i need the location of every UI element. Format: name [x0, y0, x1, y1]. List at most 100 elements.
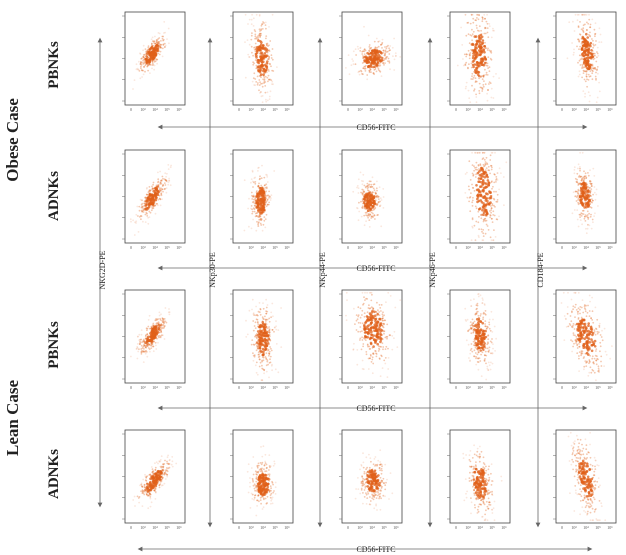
- x-tick-label: 10⁴: [152, 525, 158, 530]
- scatter-point: [140, 218, 142, 221]
- scatter-point: [482, 85, 485, 88]
- scatter-point: [275, 328, 278, 331]
- scatter-point: [149, 72, 151, 74]
- scatter-point: [374, 350, 377, 352]
- scatter-point: [259, 218, 262, 221]
- scatter-point: [159, 43, 162, 46]
- scatter-point: [159, 45, 161, 47]
- scatter-point: [580, 175, 583, 178]
- scatter-point: [590, 371, 593, 374]
- scatter-point: [262, 69, 265, 73]
- scatter-point: [366, 185, 369, 188]
- scatter-point: [137, 68, 140, 71]
- scatter-point: [587, 79, 590, 81]
- scatter-point: [596, 355, 598, 358]
- scatter-point: [484, 310, 487, 312]
- scatter-point: [574, 303, 577, 306]
- scatter-point: [152, 187, 154, 190]
- scatter-point: [144, 208, 147, 211]
- scatter-point: [359, 307, 362, 310]
- scatter-point: [469, 52, 472, 54]
- scatter-point: [161, 185, 164, 188]
- scatter-point: [157, 38, 160, 40]
- scatter-point: [470, 13, 473, 16]
- scatter-point: [481, 18, 484, 20]
- scatter-point: [384, 495, 386, 498]
- scatter-point: [373, 214, 376, 217]
- scatter-point: [576, 347, 579, 349]
- scatter-point: [158, 53, 161, 56]
- scatter-point: [253, 325, 256, 327]
- scatter-point: [266, 60, 269, 63]
- scatter-point: [145, 51, 148, 54]
- scatter-point: [259, 52, 263, 55]
- scatter-point: [163, 178, 166, 181]
- scatter-point: [601, 329, 603, 332]
- scatter-point: [268, 338, 271, 341]
- scatter-point: [255, 480, 258, 483]
- scatter-point: [474, 151, 476, 154]
- scatter-point: [367, 214, 370, 217]
- x-tick-label: 10⁵: [595, 385, 601, 390]
- scatter-point: [574, 306, 576, 309]
- scatter-point: [487, 350, 490, 353]
- scatter-point: [271, 13, 274, 16]
- x-tick-label: 0: [347, 385, 349, 390]
- scatter-point: [601, 339, 604, 342]
- scatter-point: [375, 333, 379, 337]
- scatter-point: [579, 213, 582, 216]
- scatter-point: [159, 181, 162, 184]
- scatter-point: [244, 13, 247, 16]
- scatter-point: [391, 348, 394, 351]
- scatter-point: [372, 191, 374, 194]
- scatter-point: [488, 70, 491, 73]
- scatter-point: [469, 352, 472, 355]
- scatter-point: [380, 75, 383, 77]
- scatter-point: [259, 462, 262, 464]
- scatter-point: [258, 302, 261, 304]
- scatter-point: [368, 49, 370, 52]
- scatter-point: [269, 90, 272, 93]
- scatter-point: [376, 204, 379, 207]
- x-tick-label: 10³: [140, 525, 146, 530]
- scatter-point: [473, 50, 476, 53]
- scatter-point: [476, 310, 479, 313]
- scatter-point: [372, 183, 375, 186]
- scatter-point: [572, 308, 574, 311]
- scatter-point: [589, 203, 591, 205]
- scatter-point: [152, 345, 154, 348]
- scatter-point: [162, 334, 164, 337]
- scatter-point: [365, 485, 368, 488]
- scatter-point: [488, 364, 491, 367]
- scatter-point: [140, 57, 143, 60]
- scatter-point: [569, 315, 572, 317]
- scatter-point: [362, 189, 365, 192]
- scatter-point: [262, 368, 264, 370]
- scatter-point: [167, 168, 170, 171]
- scatter-point: [260, 473, 264, 477]
- scatter-point: [584, 192, 587, 195]
- scatter-point: [380, 44, 382, 46]
- scatter-point: [486, 212, 489, 216]
- scatter-point: [251, 201, 254, 204]
- scatter-point: [579, 219, 582, 222]
- scatter-point: [373, 326, 376, 330]
- scatter-point: [489, 159, 492, 161]
- scatter-point: [257, 36, 259, 39]
- scatter-point: [576, 172, 579, 175]
- scatter-point: [376, 342, 380, 346]
- scatter-point: [573, 169, 576, 171]
- scatter-point: [488, 66, 491, 69]
- scatter-point: [377, 459, 380, 462]
- scatter-point: [257, 225, 260, 228]
- scatter-point: [260, 24, 263, 27]
- scatter-point: [589, 31, 591, 34]
- scatter-point: [487, 468, 490, 471]
- scatter-point: [481, 183, 485, 186]
- x-tick-label: 10⁵: [489, 245, 495, 250]
- scatter-point: [490, 194, 493, 197]
- scatter-point: [155, 461, 158, 464]
- scatter-point: [170, 164, 173, 167]
- scatter-point: [480, 213, 483, 216]
- scatter-point: [375, 311, 378, 314]
